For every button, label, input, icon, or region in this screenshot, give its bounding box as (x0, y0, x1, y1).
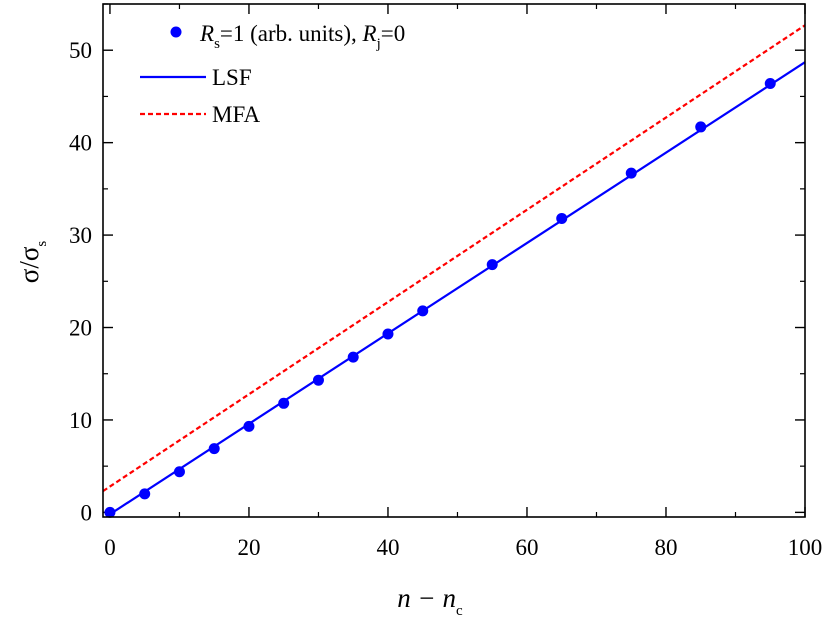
x-tick-label: 80 (654, 535, 677, 560)
data-point (243, 420, 255, 432)
data-point (695, 121, 707, 133)
data-point (139, 488, 151, 500)
x-axis-title: n − nc (397, 583, 463, 619)
data-point (382, 328, 394, 340)
y-axis-title: σ/σs (14, 241, 50, 284)
data-point (625, 167, 637, 179)
y-tick-label: 50 (69, 38, 92, 63)
legend-label-points: Rs=1 (arb. units), Rj=0 (199, 21, 405, 52)
data-point (208, 443, 220, 455)
y-tick-label: 30 (69, 223, 92, 248)
series-line-lsf (109, 61, 806, 516)
data-point (764, 77, 776, 89)
data-point (312, 374, 324, 386)
y-tick-label: 0 (81, 500, 93, 525)
y-tick-label: 10 (69, 408, 92, 433)
legend-label-mfa: MFA (212, 102, 261, 127)
y-tick-label: 40 (69, 131, 92, 156)
legend: Rs=1 (arb. units), Rj=0 LSF MFA (140, 21, 405, 127)
data-point (173, 466, 185, 478)
legend-marker-points (170, 26, 182, 38)
data-point (347, 351, 359, 363)
ticks-layer: 0 20 40 60 80 100 0 10 20 30 40 50 (69, 3, 823, 560)
x-tick-label: 0 (104, 535, 116, 560)
series-layer (102, 24, 806, 518)
x-tick-label: 60 (515, 535, 538, 560)
data-point (556, 212, 568, 224)
y-tick-label: 20 (69, 316, 92, 341)
data-point (278, 397, 290, 409)
legend-label-lsf: LSF (212, 65, 252, 90)
plot-frame (102, 3, 806, 518)
data-point (104, 506, 116, 518)
x-tick-label: 100 (788, 535, 823, 560)
x-tick-label: 40 (376, 535, 399, 560)
x-tick-label: 20 (237, 535, 260, 560)
data-point (486, 259, 498, 271)
data-point (417, 305, 429, 317)
series-line-mfa (102, 24, 806, 493)
